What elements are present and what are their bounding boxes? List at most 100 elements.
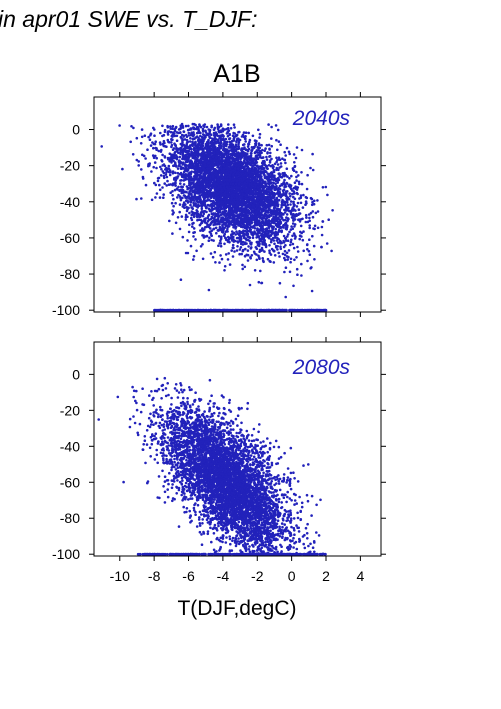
data-point [192,258,195,261]
data-point [192,235,195,238]
data-point [257,235,261,238]
data-point [324,185,328,189]
data-point [231,201,235,205]
data-point [208,136,212,139]
data-point [244,204,248,207]
data-point [159,165,162,169]
data-point [267,190,271,194]
data-point [279,247,283,251]
data-point [194,238,197,241]
data-point [234,154,238,157]
data-point [155,308,158,312]
data-point [118,124,121,127]
data-point [266,210,269,213]
data-point [196,197,199,201]
data-point [190,166,193,170]
data-point [160,167,163,171]
data-point [280,211,283,215]
data-point [258,132,262,136]
data-point [279,245,282,248]
data-point [241,249,245,253]
scenario-label: A1B [213,60,260,88]
data-point [188,196,192,200]
data-point [240,149,244,153]
data-point [293,192,296,195]
data-point [171,148,175,151]
data-point [188,211,191,215]
data-point [331,209,334,212]
data-point [283,150,287,154]
data-point [209,199,213,203]
data-point [163,128,167,132]
data-point [180,308,184,312]
data-point [276,163,280,166]
data-point [260,161,264,165]
data-point [313,199,316,203]
data-point [296,250,300,253]
data-point [176,167,180,170]
data-point [146,148,149,151]
data-point [330,249,333,253]
data-point [267,225,271,229]
data-point [153,142,157,146]
data-point [186,215,189,219]
data-point [240,224,243,227]
data-point [306,173,309,177]
data-point [222,142,226,146]
data-point [279,143,282,146]
data-point [182,175,186,179]
data-point [264,228,267,231]
data-point [143,134,147,137]
data-point [219,161,223,164]
data-point [312,244,316,248]
data-point [224,253,228,256]
data-point [300,171,303,174]
data-point [183,308,187,312]
data-point [271,184,274,188]
data-point [250,241,253,245]
data-point [286,203,290,207]
data-point [227,123,230,126]
data-point [158,188,162,192]
data-point [211,255,215,259]
data-point [308,226,312,230]
data-point [296,201,300,205]
data-point [185,139,189,143]
data-point [273,206,276,209]
data-point [286,258,290,261]
data-point [293,164,297,168]
data-point [311,215,315,219]
data-point [206,215,210,218]
data-point [293,223,297,226]
data-point [249,152,253,155]
data-point [179,198,183,202]
data-point [176,175,180,178]
data-point [287,150,291,154]
data-point [179,278,183,282]
data-point [194,187,197,190]
data-point [187,131,191,135]
data-point [154,196,157,199]
data-point [165,184,168,187]
data-point [246,145,250,148]
data-point [248,192,252,196]
data-point [184,163,187,167]
data-point [264,206,268,210]
data-point [166,124,169,128]
data-point [273,254,277,257]
data-point [270,238,274,241]
data-point [283,270,286,274]
data-point [219,254,222,257]
data-point [244,148,248,151]
data-point [141,153,144,157]
data-point [288,270,292,274]
data-point [291,234,294,238]
data-point [282,188,286,192]
data-point [273,162,277,166]
data-point [297,208,301,212]
data-point [265,155,268,159]
data-point [250,214,253,217]
figure-title-fragment: in apr01 SWE vs. T_DJF: [0,6,257,32]
data-point [270,137,273,140]
data-point [150,170,153,173]
